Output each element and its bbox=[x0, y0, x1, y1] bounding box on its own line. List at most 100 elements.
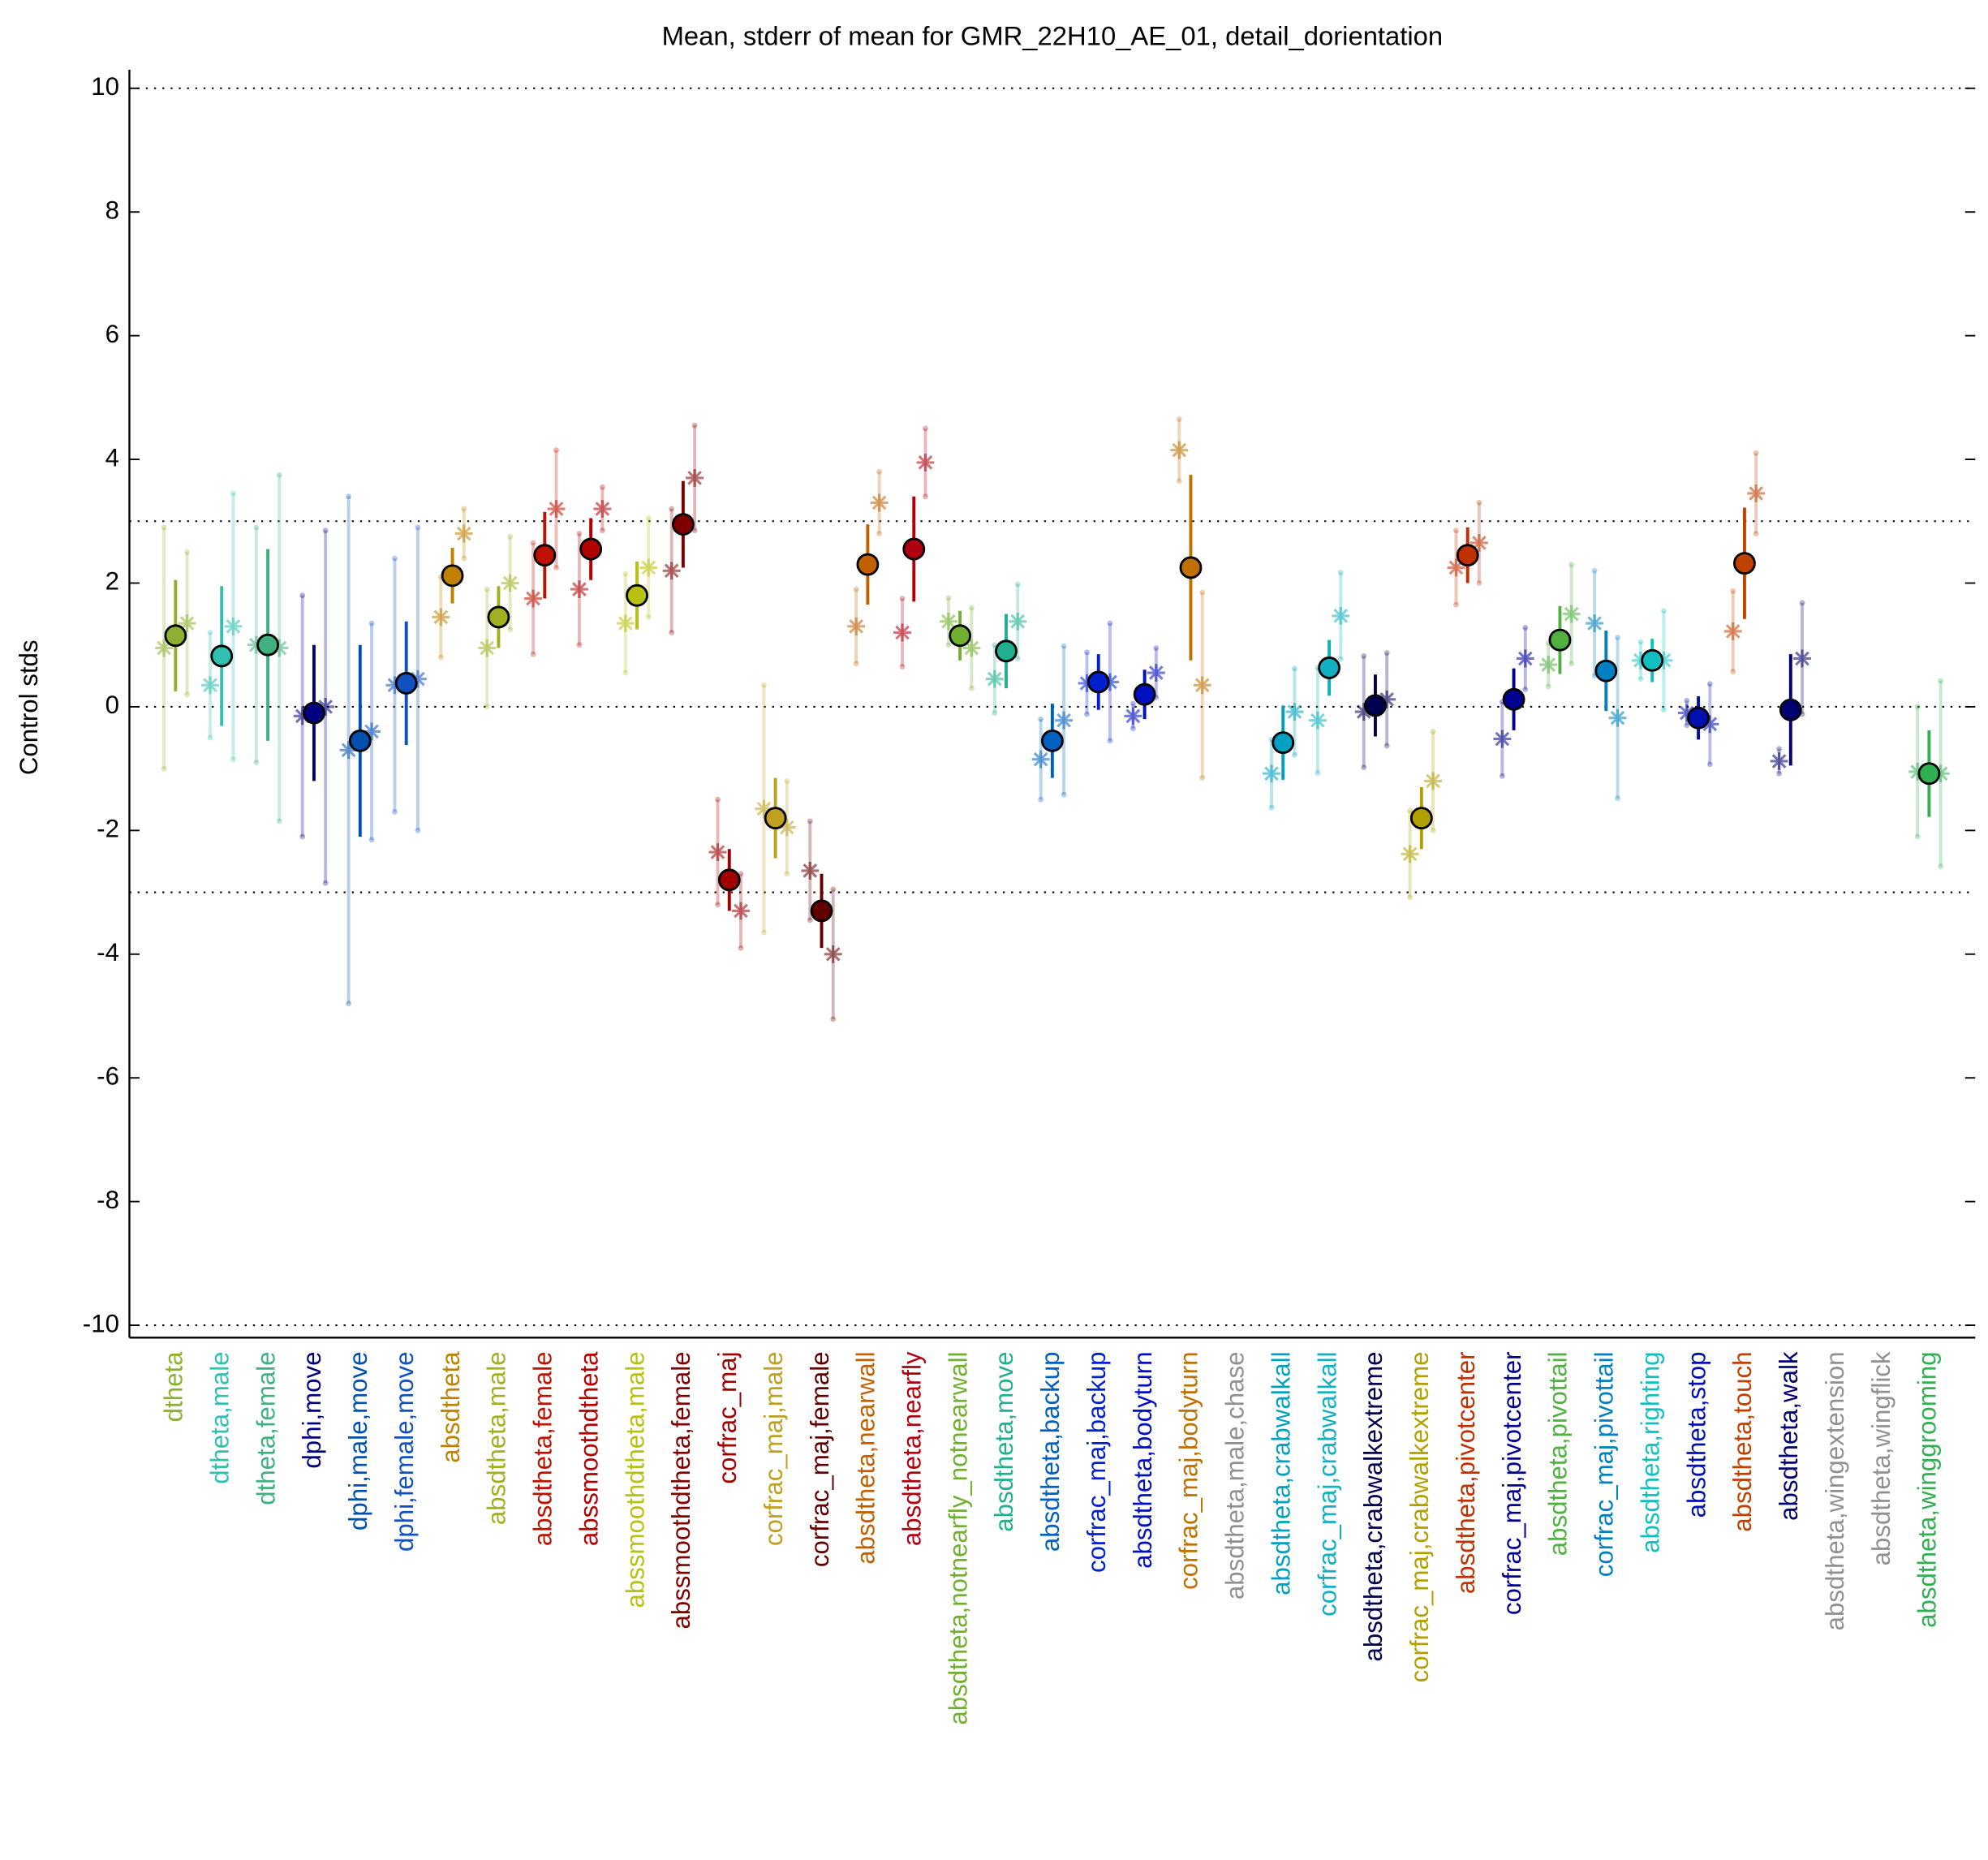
x-tick-label: absdtheta,male,chase bbox=[1221, 1351, 1250, 1600]
sub-error-cap bbox=[437, 654, 444, 661]
y-tick-label: 2 bbox=[105, 567, 119, 596]
sub-error-cap bbox=[299, 833, 306, 840]
x-tick-label: corfrac_maj,male bbox=[759, 1351, 788, 1546]
x-tick-label: abssmoothdtheta bbox=[574, 1351, 603, 1546]
star-marker bbox=[1608, 708, 1627, 727]
mean-marker bbox=[1409, 807, 1433, 830]
star-marker bbox=[247, 635, 265, 654]
y-tick-label: -4 bbox=[97, 938, 119, 967]
sub-error-cap bbox=[1430, 827, 1436, 833]
sub-error-cap bbox=[1938, 678, 1944, 684]
mean-marker bbox=[1917, 762, 1941, 786]
sub-error-cap bbox=[1568, 661, 1575, 667]
sub-error-cap bbox=[553, 565, 559, 570]
sub-error-cap bbox=[1199, 775, 1206, 781]
sub-error-cap bbox=[599, 484, 605, 490]
sub-error-cap bbox=[1315, 770, 1321, 776]
mean-marker bbox=[810, 899, 833, 923]
y-tick-label: -10 bbox=[83, 1309, 119, 1337]
star-marker bbox=[1308, 711, 1327, 730]
sub-error-cap bbox=[622, 570, 629, 577]
x-tick-label: absdtheta,pivotcenter bbox=[1452, 1351, 1480, 1594]
mean-marker bbox=[533, 544, 557, 567]
mean-marker bbox=[1133, 682, 1156, 706]
sub-error-cap bbox=[1176, 478, 1182, 484]
sub-error-cap bbox=[253, 524, 260, 531]
mean-marker bbox=[1318, 657, 1340, 679]
star-marker bbox=[1562, 605, 1581, 623]
star-marker bbox=[224, 617, 243, 635]
star-marker bbox=[732, 902, 750, 920]
sub-error-cap bbox=[992, 710, 998, 716]
sub-error-cap bbox=[669, 506, 675, 512]
y-tick-label: -6 bbox=[97, 1061, 119, 1090]
x-tick-label: corfrac_maj bbox=[713, 1351, 742, 1483]
sub-error-cap bbox=[161, 765, 167, 772]
mean-marker bbox=[949, 624, 972, 648]
sub-error-cap bbox=[553, 447, 559, 454]
x-tick-label: dphi,male,move bbox=[344, 1351, 372, 1531]
star-marker bbox=[1078, 674, 1096, 692]
sub-error-cap bbox=[368, 837, 375, 843]
x-tick-label: corfrac_maj,female bbox=[806, 1351, 834, 1567]
sub-error-cap bbox=[968, 685, 975, 691]
sub-error-cap bbox=[1407, 807, 1414, 814]
sub-error-cap bbox=[1153, 645, 1160, 651]
sub-error-cap bbox=[1084, 711, 1090, 717]
mean-marker bbox=[672, 513, 695, 536]
sub-error-cap bbox=[807, 818, 813, 825]
star-marker bbox=[893, 623, 911, 642]
x-tick-label: absdtheta,crabwalkextreme bbox=[1359, 1351, 1388, 1661]
sub-error-cap bbox=[899, 596, 906, 601]
sub-error-cap bbox=[1407, 894, 1414, 901]
star-marker bbox=[1908, 763, 1927, 781]
mean-marker bbox=[303, 701, 325, 725]
sub-error-cap bbox=[1730, 669, 1736, 674]
sub-error-cap bbox=[945, 595, 952, 601]
sub-error-cap bbox=[807, 917, 813, 924]
sub-error-cap bbox=[1753, 450, 1759, 456]
y-tick-label: 6 bbox=[105, 320, 119, 348]
sub-error-cap bbox=[161, 524, 167, 531]
sub-error-cap bbox=[1938, 863, 1944, 869]
star-marker bbox=[662, 562, 681, 580]
star-marker bbox=[1124, 707, 1142, 725]
x-tick-label: absdtheta,move bbox=[990, 1351, 1018, 1531]
x-tick-label: absdtheta,male bbox=[483, 1351, 511, 1525]
sub-error-cap bbox=[299, 592, 306, 599]
sub-error-cap bbox=[715, 796, 721, 803]
mean-marker bbox=[579, 537, 603, 561]
x-tick-label: corfrac_maj,crabwalkextreme bbox=[1405, 1351, 1434, 1682]
x-tick-label: absdtheta bbox=[437, 1351, 465, 1463]
star-marker bbox=[755, 799, 773, 818]
sub-error-cap bbox=[207, 734, 213, 741]
star-marker bbox=[847, 617, 866, 635]
mean-marker bbox=[1641, 648, 1664, 672]
x-tick-label: absdtheta,notnearfly_notnearwall bbox=[944, 1351, 972, 1724]
mean-marker bbox=[995, 639, 1018, 663]
sub-error-cap bbox=[830, 1016, 837, 1023]
sub-error-cap bbox=[1914, 704, 1921, 710]
mean-marker bbox=[717, 868, 741, 892]
star-marker bbox=[1493, 730, 1512, 748]
x-tick-label: dtheta,male bbox=[205, 1351, 234, 1483]
sub-error-cap bbox=[784, 871, 790, 877]
sub-error-cap bbox=[760, 929, 767, 936]
star-marker bbox=[939, 612, 957, 631]
mean-marker bbox=[856, 553, 880, 576]
x-tick-label: absdtheta,crabwalkall bbox=[1267, 1351, 1295, 1595]
star-marker bbox=[777, 818, 796, 837]
sub-error-cap bbox=[253, 760, 260, 765]
sub-error-cap bbox=[1383, 743, 1390, 749]
x-tick-label: corfrac_maj,backup bbox=[1082, 1351, 1111, 1573]
sub-error-cap bbox=[346, 1001, 352, 1007]
star-marker bbox=[916, 453, 935, 471]
sub-error-cap bbox=[415, 827, 421, 833]
sub-error-cap bbox=[507, 626, 514, 633]
sub-error-cap bbox=[1753, 531, 1759, 536]
star-marker bbox=[1055, 711, 1074, 730]
sub-error-cap bbox=[184, 691, 190, 698]
star-marker bbox=[408, 670, 427, 688]
mean-marker bbox=[626, 583, 648, 607]
